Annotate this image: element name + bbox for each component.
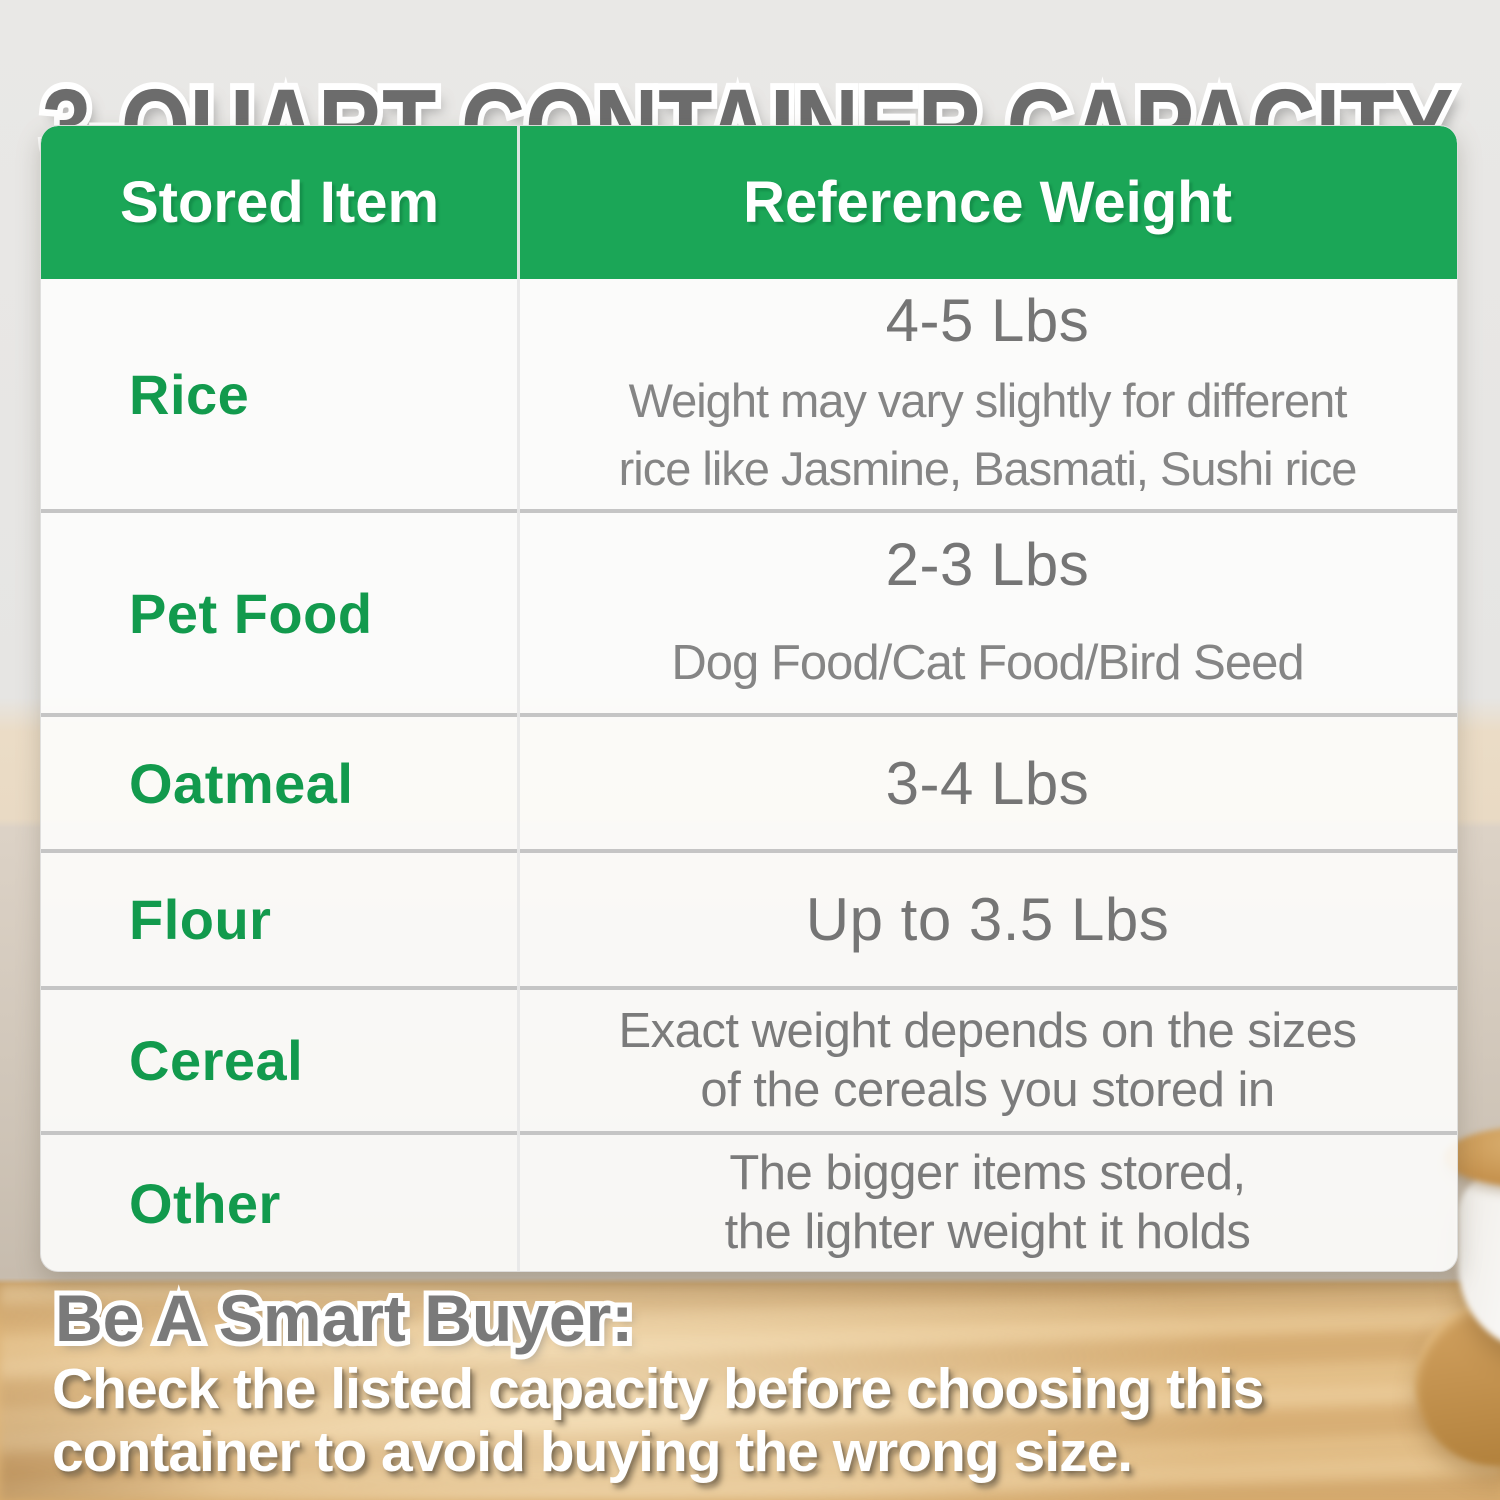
table-row-rice-item: Rice bbox=[41, 279, 518, 509]
column-divider bbox=[517, 126, 520, 1271]
table-row-pet-food-weight: 2-3 Lbs Dog Food/Cat Food/Bird Seed bbox=[518, 509, 1457, 713]
table-row-oatmeal-item: Oatmeal bbox=[41, 713, 518, 849]
capacity-table: Stored Item Reference Weight Rice 4-5 Lb… bbox=[40, 125, 1458, 1272]
weight-description: The bigger items stored, the lighter wei… bbox=[725, 1144, 1251, 1262]
weight-value: 2-3 Lbs bbox=[885, 530, 1090, 598]
table-row-flour-item: Flour bbox=[41, 849, 518, 986]
weight-description: Exact weight depends on the sizes of the… bbox=[618, 1002, 1357, 1120]
header-cell-reference-weight: Reference Weight bbox=[518, 126, 1457, 279]
weight-note: Dog Food/Cat Food/Bird Seed bbox=[671, 635, 1304, 690]
table-row-other-item: Other bbox=[41, 1131, 518, 1271]
footer-heading-outline: Be A Smart Buyer: bbox=[50, 1278, 638, 1358]
capacity-table-grid: Stored Item Reference Weight Rice 4-5 Lb… bbox=[41, 126, 1457, 1271]
item-label: Oatmeal bbox=[129, 751, 354, 815]
table-row-other-weight: The bigger items stored, the lighter wei… bbox=[518, 1131, 1457, 1271]
item-label: Rice bbox=[129, 362, 250, 426]
item-label: Cereal bbox=[129, 1029, 304, 1092]
weight-value: 3-4 Lbs bbox=[885, 749, 1090, 817]
table-row-flour-weight: Up to 3.5 Lbs bbox=[518, 849, 1457, 986]
table-row-pet-food-item: Pet Food bbox=[41, 509, 518, 713]
header-label: Reference Weight bbox=[743, 170, 1232, 235]
item-label: Flour bbox=[129, 888, 272, 951]
footer-note: Check the listed capacity before choosin… bbox=[52, 1357, 1264, 1484]
table-row-cereal-weight: Exact weight depends on the sizes of the… bbox=[518, 986, 1457, 1131]
weight-note-line: of the cereals you stored in bbox=[700, 1062, 1275, 1117]
item-label: Other bbox=[129, 1171, 281, 1235]
header-cell-stored-item: Stored Item bbox=[41, 126, 518, 279]
item-label: Pet Food bbox=[129, 581, 373, 645]
table-row-cereal-item: Cereal bbox=[41, 986, 518, 1131]
table-row-rice-weight: 4-5 Lbs Weight may vary slightly for dif… bbox=[518, 279, 1457, 509]
table-row-oatmeal-weight: 3-4 Lbs bbox=[518, 713, 1457, 849]
wood-countertop bbox=[0, 1285, 1500, 1500]
weight-note-line: rice like Jasmine, Basmati, Sushi rice bbox=[618, 441, 1358, 495]
footer-note-line: container to avoid buying the wrong size… bbox=[52, 1420, 1133, 1484]
weight-value: 4-5 Lbs bbox=[885, 286, 1090, 354]
footer-note-line: Check the listed capacity before choosin… bbox=[52, 1357, 1264, 1421]
weight-note: Weight may vary slightly for different r… bbox=[618, 367, 1358, 503]
weight-note-line: Weight may vary slightly for different bbox=[628, 373, 1348, 427]
weight-note-line: Exact weight depends on the sizes bbox=[618, 1003, 1357, 1058]
weight-value: Up to 3.5 Lbs bbox=[805, 886, 1170, 953]
footer-heading: Be A Smart Buyer: Be A Smart Buyer: bbox=[50, 1278, 638, 1358]
weight-note-line: the lighter weight it holds bbox=[724, 1205, 1251, 1259]
header-label: Stored Item bbox=[119, 170, 440, 235]
weight-note-line: The bigger items stored, bbox=[729, 1146, 1246, 1200]
